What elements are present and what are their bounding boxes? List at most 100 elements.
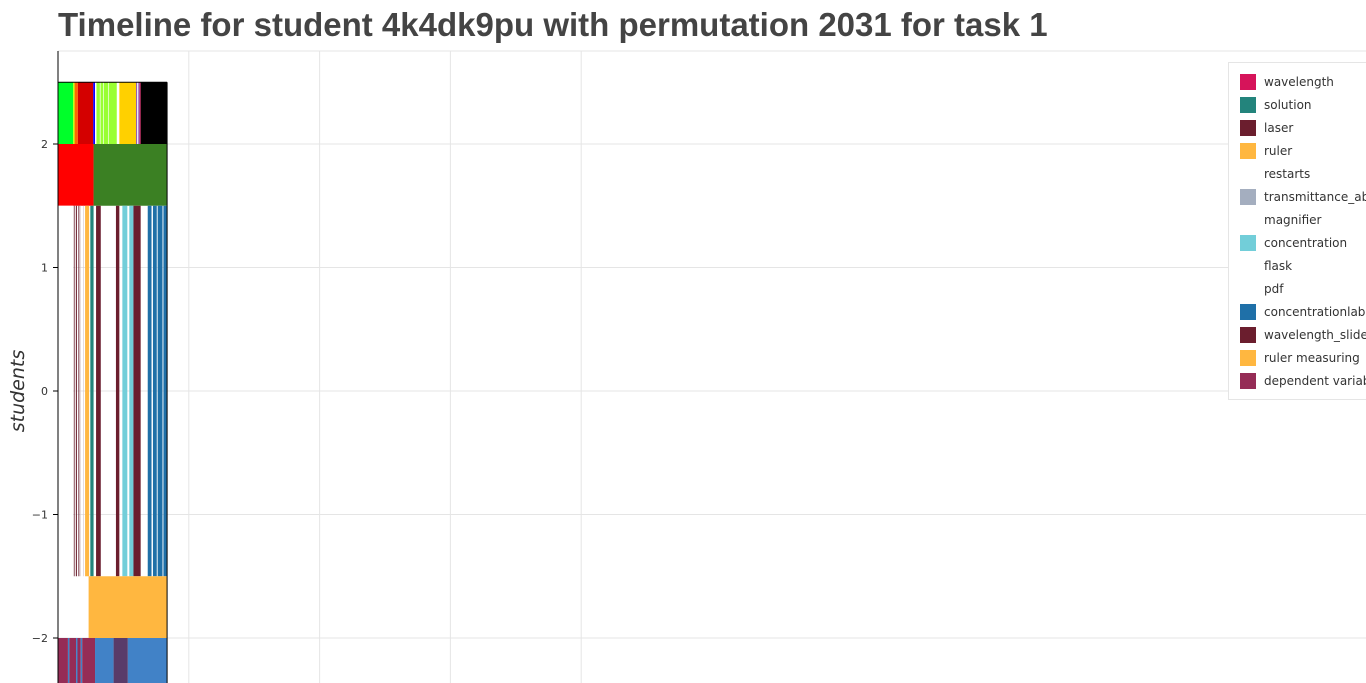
legend-label: pdf [1264,282,1284,296]
legend-swatch [1240,97,1256,113]
legend-swatch [1240,143,1256,159]
timeline-segment[interactable] [137,82,139,144]
chart-title: Timeline for student 4k4dk9pu with permu… [58,6,1048,43]
y-tick-label: 0 [41,385,48,398]
timeline-segment[interactable] [93,144,168,206]
timeline-segment[interactable] [133,205,141,577]
y-tick-label: −2 [32,632,48,645]
legend-swatch [1240,281,1256,297]
timeline-segment[interactable] [122,205,128,577]
timeline-segment[interactable] [73,82,75,144]
timeline-segment[interactable] [95,82,97,144]
timeline-segment[interactable] [69,638,77,683]
y-tick-label: 1 [41,262,48,275]
timeline-segment[interactable] [78,205,80,577]
timeline-segment[interactable] [58,82,74,144]
grid-lines [58,50,1366,683]
legend-label: restarts [1264,167,1311,181]
timeline-segment[interactable] [58,144,94,206]
timeline-segment[interactable] [88,576,168,638]
legend[interactable]: wavelength solution laser ruler restarts tran… [1228,62,1366,400]
timeline-segment[interactable] [138,82,140,144]
timeline-segment [83,205,84,577]
timeline-segment[interactable] [96,205,101,577]
timeline-segment[interactable] [76,205,77,577]
timeline-segment[interactable] [127,638,168,683]
timeline-segment[interactable] [85,205,90,577]
legend-label: dependent variable [1264,374,1366,388]
y-axis-label: students [7,350,29,433]
legend-label: concentration [1264,236,1348,250]
legend-label: wavelength [1264,75,1334,89]
legend-item[interactable]: laser [1240,119,1293,137]
legend-item[interactable]: wavelength_slider [1240,326,1366,344]
timeline-segment[interactable] [90,205,94,577]
legend-item[interactable]: ruler measuring [1240,349,1360,367]
timeline-segment[interactable] [67,638,70,683]
y-tick-label: 2 [41,138,48,151]
timeline-segment [80,205,81,577]
timeline-segment[interactable] [76,638,78,683]
legend-label: magnifier [1264,213,1322,227]
legend-item[interactable]: concentration [1240,234,1347,252]
legend-swatch [1240,304,1256,320]
timeline-segment[interactable] [119,82,137,144]
timeline-segment[interactable] [108,82,110,144]
legend-swatch [1240,373,1256,389]
legend-item[interactable]: restarts [1240,165,1310,183]
legend-swatch [1240,166,1256,182]
timeline-segment[interactable] [73,205,75,577]
legend-item[interactable]: dependent variable [1240,372,1366,390]
timeline-segment[interactable] [96,82,117,144]
timeline-segment [75,205,76,577]
timeline-segment[interactable] [95,638,114,683]
timeline-segment[interactable] [113,638,128,683]
legend-swatch [1240,189,1256,205]
legend-item[interactable]: pdf [1240,280,1283,298]
y-axis: 2 1 0 −1 −2 [32,51,59,683]
timeline-segment[interactable] [80,638,83,683]
legend-swatch [1240,74,1256,90]
timeline-segment[interactable] [58,638,68,683]
legend-item[interactable]: ruler [1240,142,1292,160]
legend-label: flask [1264,259,1293,273]
legend-label: ruler [1264,144,1293,158]
legend-item[interactable]: solution [1240,96,1312,114]
timeline-segment[interactable] [93,82,96,144]
timeline-segment[interactable] [163,205,168,577]
timeline-segment[interactable] [99,82,101,144]
timeline-segment[interactable] [103,82,104,144]
timeline-segment[interactable] [77,638,81,683]
timeline-segment[interactable] [140,82,168,144]
timeline-segment[interactable] [116,82,120,144]
legend-swatch [1240,212,1256,228]
legend-item[interactable]: concentrationlab [1240,303,1365,321]
legend-label: concentrationlab [1264,305,1366,319]
legend-item[interactable]: transmittance_abs [1240,188,1366,206]
legend-item[interactable]: wavelength [1240,73,1334,91]
timeline-segment[interactable] [82,638,96,683]
timeline-segment[interactable] [147,205,152,577]
legend-item[interactable]: flask [1240,257,1292,275]
legend-swatch [1240,258,1256,274]
legend-label: solution [1264,98,1312,112]
legend-swatch [1240,120,1256,136]
legend-label: wavelength_slider [1264,328,1366,342]
timeline-segment[interactable] [139,82,141,144]
legend-swatch [1240,350,1256,366]
timeline-segment[interactable] [136,82,138,144]
timeline-segment[interactable] [129,205,134,577]
timeline-segment[interactable] [58,205,74,577]
legend-item[interactable]: magnifier [1240,211,1321,229]
timeline-segment[interactable] [77,82,94,144]
legend-swatch [1240,327,1256,343]
timeline-segment[interactable] [74,82,78,144]
legend-label: transmittance_abs [1264,190,1366,204]
timeline-bars [58,81,168,683]
legend-swatch [1240,235,1256,251]
legend-label: laser [1264,121,1294,135]
timeline-segment[interactable] [157,205,163,577]
timeline-segment[interactable] [152,205,157,577]
timeline-segment[interactable] [115,205,120,577]
